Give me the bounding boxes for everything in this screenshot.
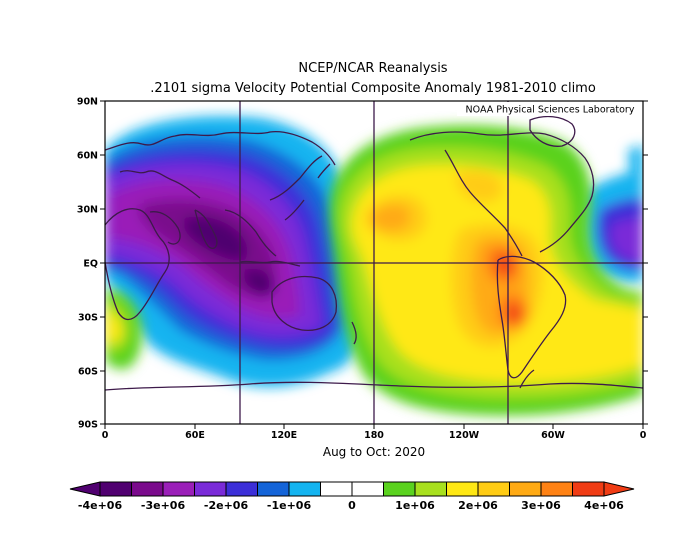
lat-tick-label: 90S: [78, 420, 98, 431]
credit-box: [457, 102, 641, 116]
colorbar-swatch: [194, 481, 227, 497]
colorbar-arrow-low: [69, 481, 101, 497]
colorbar-swatch: [320, 481, 353, 497]
lat-tick-label: 30S: [78, 313, 98, 324]
lon-tick-label: 180: [364, 430, 384, 441]
lon-tick-label: 60W: [541, 430, 565, 441]
lon-tick-label: 120W: [449, 430, 480, 441]
colorbar-tick-label: -1e+06: [267, 499, 312, 512]
coastlines: [105, 115, 643, 391]
lat-tick-label: 30N: [77, 205, 98, 216]
lon-tick-label: 60E: [185, 430, 205, 441]
latitude-axis: 90N 60N 30N EQ 30S 60S 90S: [77, 97, 648, 431]
colorbar-tick-label: -3e+06: [141, 499, 186, 512]
colorbar-arrow-high: [603, 481, 635, 497]
reference-grid: [105, 101, 643, 424]
colorbar-tick-label: -4e+06: [78, 499, 123, 512]
colorbar-tick-label: 0: [348, 499, 356, 512]
colorbar-swatch: [540, 481, 573, 497]
lat-tick-label: 60S: [78, 367, 98, 378]
colorbar-swatch: [99, 481, 132, 497]
colorbar-tick-label: 3e+06: [521, 499, 561, 512]
colorbar-swatch: [572, 481, 605, 497]
colorbar-tick-label: 2e+06: [458, 499, 498, 512]
colorbar-swatch: [414, 481, 447, 497]
colorbar-swatch: [225, 481, 258, 497]
colorbar-swatch: [288, 481, 321, 497]
title-line-1: NCEP/NCAR Reanalysis: [298, 61, 447, 76]
lat-tick-label: 60N: [77, 151, 98, 162]
period-label: Aug to Oct: 2020: [323, 445, 425, 459]
colorbar-swatch: [509, 481, 542, 497]
colorbar-swatch: [446, 481, 479, 497]
credit-label: NOAA Physical Sciences Laboratory: [466, 105, 635, 116]
map-plot-area: NOAA Physical Sciences Laboratory: [105, 101, 643, 424]
colorbar-swatch: [351, 481, 384, 497]
colorbar-swatch: [131, 481, 164, 497]
lon-tick-label: 120E: [271, 430, 297, 441]
colorbar-swatch: [383, 481, 416, 497]
positive-anomaly-region: [105, 125, 643, 416]
title-line-2: .2101 sigma Velocity Potential Composite…: [150, 81, 596, 96]
colorbar: -4e+06 -3e+06 -2e+06 -1e+06 0 1e+06 2e+06 3e+06…: [69, 481, 635, 512]
colorbar-swatch: [162, 481, 195, 497]
lon-tick-label: 0: [640, 430, 647, 441]
lat-tick-label: 90N: [77, 97, 98, 108]
lat-tick-label: EQ: [83, 259, 98, 270]
colorbar-tick-label: 1e+06: [395, 499, 435, 512]
colorbar-swatch: [477, 481, 510, 497]
colorbar-tick-label: 4e+06: [584, 499, 624, 512]
lon-tick-label: 0: [102, 430, 109, 441]
colorbar-swatch: [257, 481, 290, 497]
colorbar-tick-label: -2e+06: [204, 499, 249, 512]
longitude-axis: 0 60E 120E 180 120W 60W 0: [102, 424, 647, 441]
